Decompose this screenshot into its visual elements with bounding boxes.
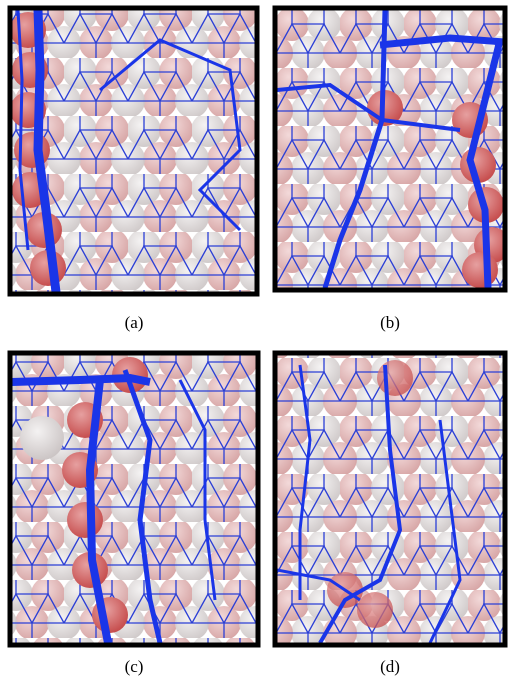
- figure: (a) (b) (c) (d): [0, 0, 510, 686]
- panel-b-packing: [277, 10, 510, 288]
- panel-a-packing: [10, 10, 255, 292]
- panel-label: (c): [125, 657, 144, 676]
- panel-d-packing: [277, 355, 503, 643]
- panel-c-packing: [12, 355, 256, 643]
- panel-label: (d): [380, 657, 400, 676]
- panel-label: (b): [380, 313, 400, 332]
- panel-label: (a): [125, 313, 144, 332]
